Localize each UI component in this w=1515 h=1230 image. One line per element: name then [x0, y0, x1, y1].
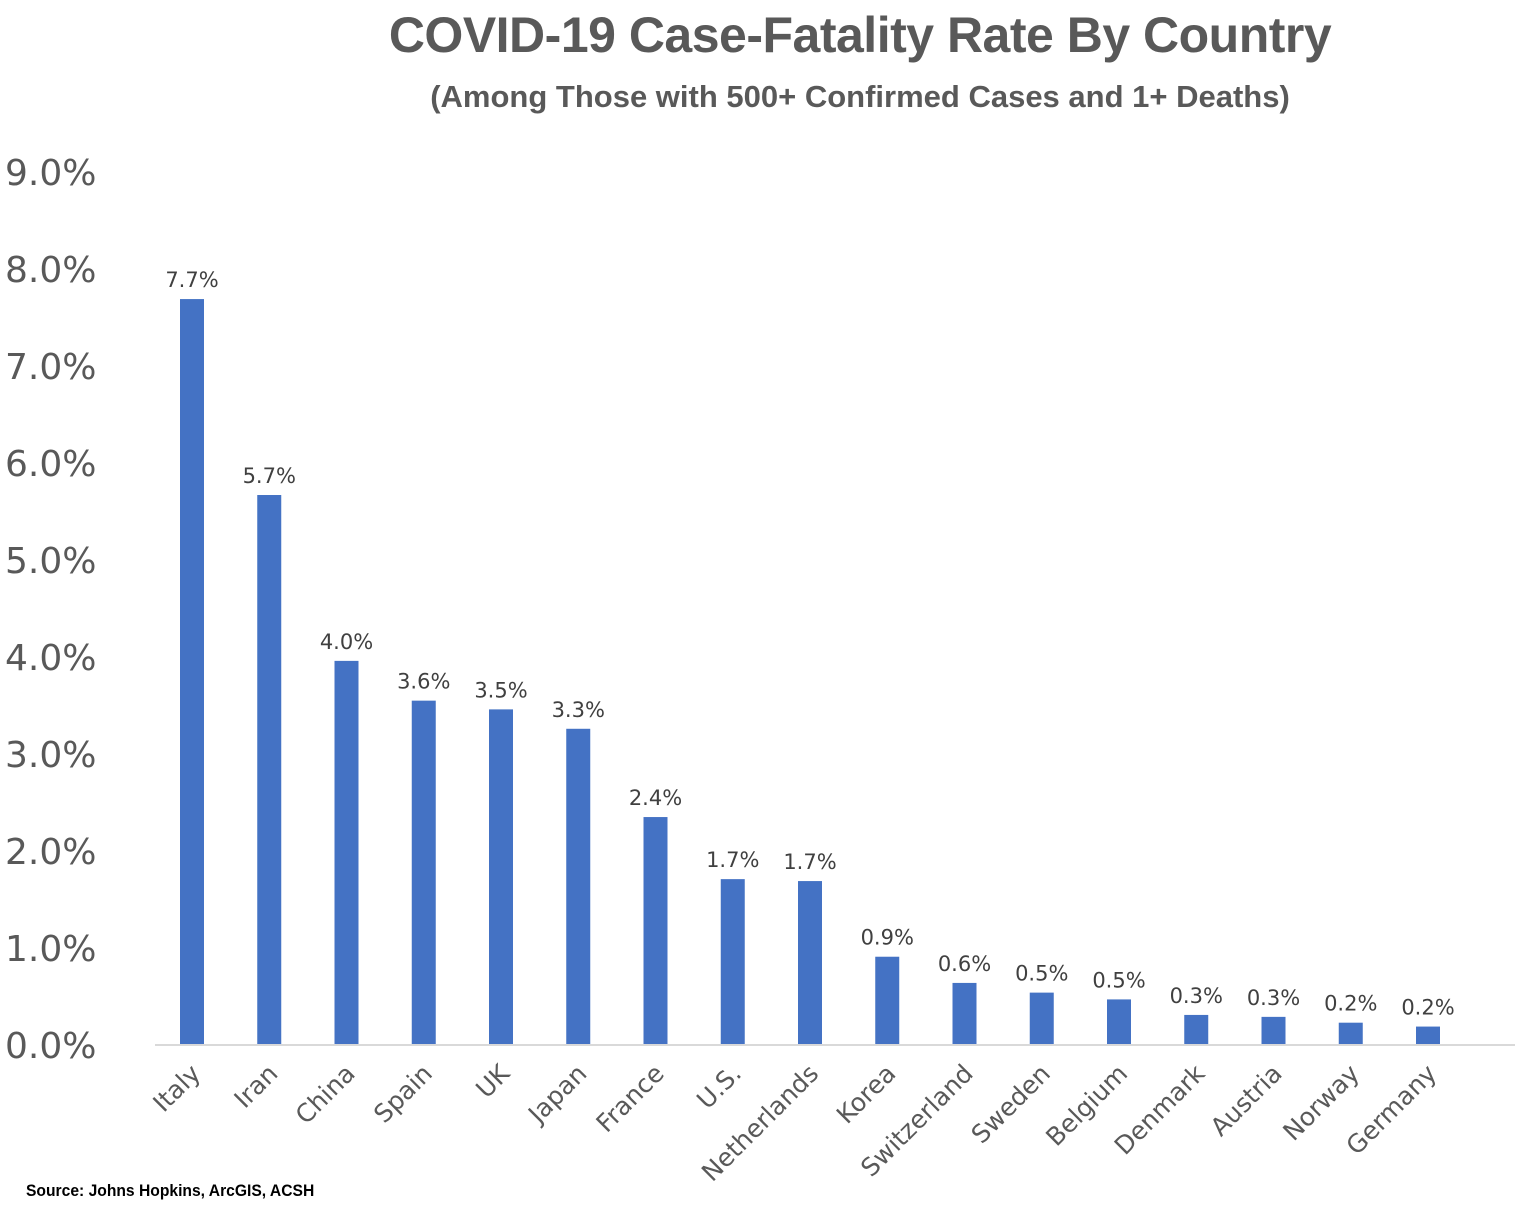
bar — [643, 817, 668, 1045]
bar — [1261, 1016, 1286, 1045]
bar — [798, 881, 822, 1045]
bar — [257, 495, 282, 1045]
chart-subtitle: (Among Those with 500+ Confirmed Cases a… — [430, 79, 1290, 114]
x-tick-label: Austria — [1205, 1059, 1288, 1142]
source-note: Source: Johns Hopkins, ArcGIS, ACSH — [26, 1181, 315, 1200]
bar — [1107, 999, 1131, 1045]
data-label: 0.2% — [1401, 996, 1454, 1020]
data-labels: 7.7% 5.7% 4.0% 3.6% 3.5% 3.3% 2.4% 1.7% 1.7% 0.9%… — [165, 268, 1454, 1020]
bar — [489, 709, 513, 1045]
y-axis: 0.0% 1.0% 2.0% 3.0% 4.0% 5.0% 6.0% 7.0% 8.0% 9.0% — [5, 153, 96, 1067]
x-tick-label: Italy — [147, 1059, 206, 1118]
bar — [1338, 1022, 1363, 1045]
x-tick-label: China — [290, 1059, 361, 1130]
y-tick-label: 2.0% — [5, 832, 96, 873]
y-tick-label: 0.0% — [5, 1026, 96, 1067]
y-tick-label: 1.0% — [5, 929, 96, 970]
bar — [180, 299, 204, 1045]
x-tick-label: Korea — [831, 1059, 902, 1130]
x-tick-label: Spain — [368, 1059, 438, 1129]
y-tick-label: 4.0% — [5, 638, 96, 679]
data-label: 2.4% — [629, 786, 682, 810]
x-tick-label: Sweden — [966, 1059, 1056, 1149]
x-tick-label: France — [590, 1059, 669, 1138]
data-label: 0.3% — [1170, 984, 1223, 1008]
data-label: 0.6% — [938, 952, 991, 976]
y-tick-label: 8.0% — [5, 250, 96, 291]
data-label: 1.7% — [706, 848, 759, 872]
data-label: 3.5% — [474, 678, 527, 702]
y-tick-label: 9.0% — [5, 153, 96, 194]
bar — [566, 728, 591, 1045]
bar — [1029, 992, 1054, 1045]
data-label: 0.5% — [1015, 962, 1068, 986]
data-label: 5.7% — [243, 464, 296, 488]
chart-title: COVID-19 Case-Fatality Rate By Country — [388, 7, 1332, 63]
bar — [952, 982, 977, 1045]
bar — [1416, 1026, 1440, 1045]
data-label: 1.7% — [783, 850, 836, 874]
x-tick-label: UK — [470, 1058, 515, 1103]
bar — [875, 956, 900, 1045]
y-tick-label: 3.0% — [5, 735, 96, 776]
data-label: 4.0% — [320, 630, 373, 654]
data-label: 0.2% — [1324, 992, 1377, 1016]
data-label: 0.3% — [1247, 986, 1300, 1010]
y-tick-label: 6.0% — [5, 444, 96, 485]
data-label: 3.6% — [397, 670, 450, 694]
data-label: 3.3% — [552, 698, 605, 722]
data-label: 0.5% — [1092, 968, 1145, 992]
bar — [334, 660, 359, 1045]
bar — [720, 879, 745, 1045]
x-tick-label: Japan — [521, 1059, 592, 1130]
bar — [411, 700, 436, 1045]
data-label: 7.7% — [165, 268, 218, 292]
y-tick-label: 7.0% — [5, 347, 96, 388]
bar — [1184, 1014, 1209, 1045]
bars — [180, 299, 1440, 1045]
y-tick-label: 5.0% — [5, 541, 96, 582]
data-label: 0.9% — [861, 926, 914, 950]
x-tick-label: U.S. — [691, 1059, 747, 1115]
x-tick-label: Iran — [228, 1059, 283, 1114]
